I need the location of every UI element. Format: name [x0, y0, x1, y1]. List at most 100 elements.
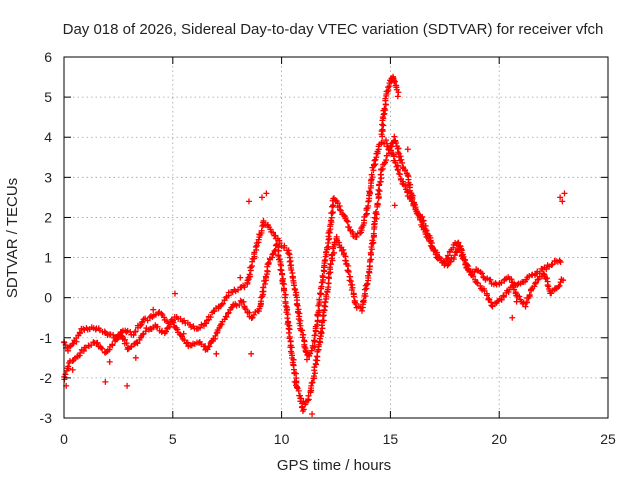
data-point	[417, 216, 424, 223]
data-point	[365, 272, 372, 279]
data-point	[513, 298, 520, 305]
data-point	[270, 229, 276, 236]
data-point	[498, 296, 505, 303]
data-point	[549, 261, 556, 268]
data-point	[508, 276, 515, 283]
data-point	[370, 221, 377, 228]
x-tick-label: 15	[383, 431, 399, 447]
data-point	[196, 324, 203, 331]
data-point	[213, 350, 220, 357]
data-point	[291, 378, 298, 385]
data-point	[557, 259, 564, 266]
data-point	[94, 339, 101, 346]
y-tick-label: 3	[44, 169, 52, 185]
data-point	[110, 331, 117, 338]
data-point	[169, 318, 176, 325]
data-point	[262, 280, 269, 287]
data-point	[285, 329, 292, 336]
data-point	[203, 320, 210, 327]
y-tick-label: -2	[40, 370, 53, 386]
data-point	[62, 371, 69, 378]
data-point	[395, 167, 402, 174]
data-point	[281, 287, 288, 294]
series-band-secondary	[61, 133, 567, 414]
data-point	[398, 156, 405, 163]
data-point	[297, 317, 304, 324]
data-point	[260, 217, 267, 224]
data-point	[555, 283, 562, 290]
data-point	[548, 261, 555, 268]
data-point	[326, 264, 333, 271]
data-point	[286, 326, 293, 333]
data-point	[327, 260, 334, 267]
data-point	[415, 212, 422, 219]
data-point	[311, 338, 318, 345]
data-point	[422, 231, 429, 238]
data-point	[144, 317, 151, 324]
data-point	[359, 298, 366, 305]
data-point	[381, 105, 388, 112]
data-point	[368, 171, 375, 178]
data-point	[281, 242, 288, 249]
data-point	[344, 218, 351, 225]
data-point	[382, 95, 389, 102]
data-point	[376, 188, 383, 195]
data-point	[223, 313, 230, 320]
data-point	[206, 343, 213, 350]
data-point	[211, 308, 218, 315]
data-point	[391, 133, 398, 140]
data-point	[303, 356, 310, 363]
data-point	[318, 329, 325, 336]
data-point	[526, 273, 533, 280]
data-point	[300, 406, 307, 413]
data-point	[309, 410, 316, 417]
y-tick-label: 0	[44, 290, 52, 306]
data-point	[97, 344, 104, 351]
data-point	[132, 328, 139, 335]
data-point	[293, 301, 300, 308]
data-point	[377, 171, 384, 178]
data-point	[279, 270, 286, 277]
data-point	[310, 373, 317, 380]
data-point	[132, 354, 139, 361]
data-point	[367, 257, 374, 264]
data-point	[353, 233, 360, 240]
data-point	[404, 146, 411, 153]
data-point	[350, 293, 357, 300]
data-point	[470, 273, 477, 280]
data-point	[526, 291, 533, 298]
data-point	[367, 249, 374, 256]
data-point	[304, 397, 311, 404]
data-point	[77, 350, 84, 357]
data-point	[516, 293, 523, 300]
data-point	[358, 307, 365, 314]
data-point	[320, 317, 327, 324]
data-point	[65, 363, 72, 370]
data-point	[380, 122, 387, 129]
x-tick-label: 25	[600, 431, 616, 447]
data-point	[557, 194, 564, 201]
data-point	[444, 255, 451, 262]
data-point	[467, 267, 474, 274]
series-spike-15h	[378, 73, 402, 140]
data-point	[269, 251, 276, 258]
data-point	[170, 319, 177, 326]
data-point	[396, 171, 403, 178]
data-point	[259, 288, 266, 295]
data-point	[301, 343, 308, 350]
data-point	[356, 230, 363, 237]
data-points	[60, 73, 568, 417]
data-point	[379, 126, 386, 133]
data-point	[299, 334, 306, 341]
data-point	[444, 262, 451, 269]
data-point	[345, 268, 352, 275]
data-point	[371, 157, 378, 164]
data-point	[252, 243, 259, 250]
data-point	[213, 330, 220, 337]
y-tick-label: -3	[40, 410, 53, 426]
x-tick-label: 0	[60, 431, 68, 447]
data-point	[247, 264, 254, 271]
data-point	[298, 395, 305, 402]
data-point	[500, 293, 507, 300]
